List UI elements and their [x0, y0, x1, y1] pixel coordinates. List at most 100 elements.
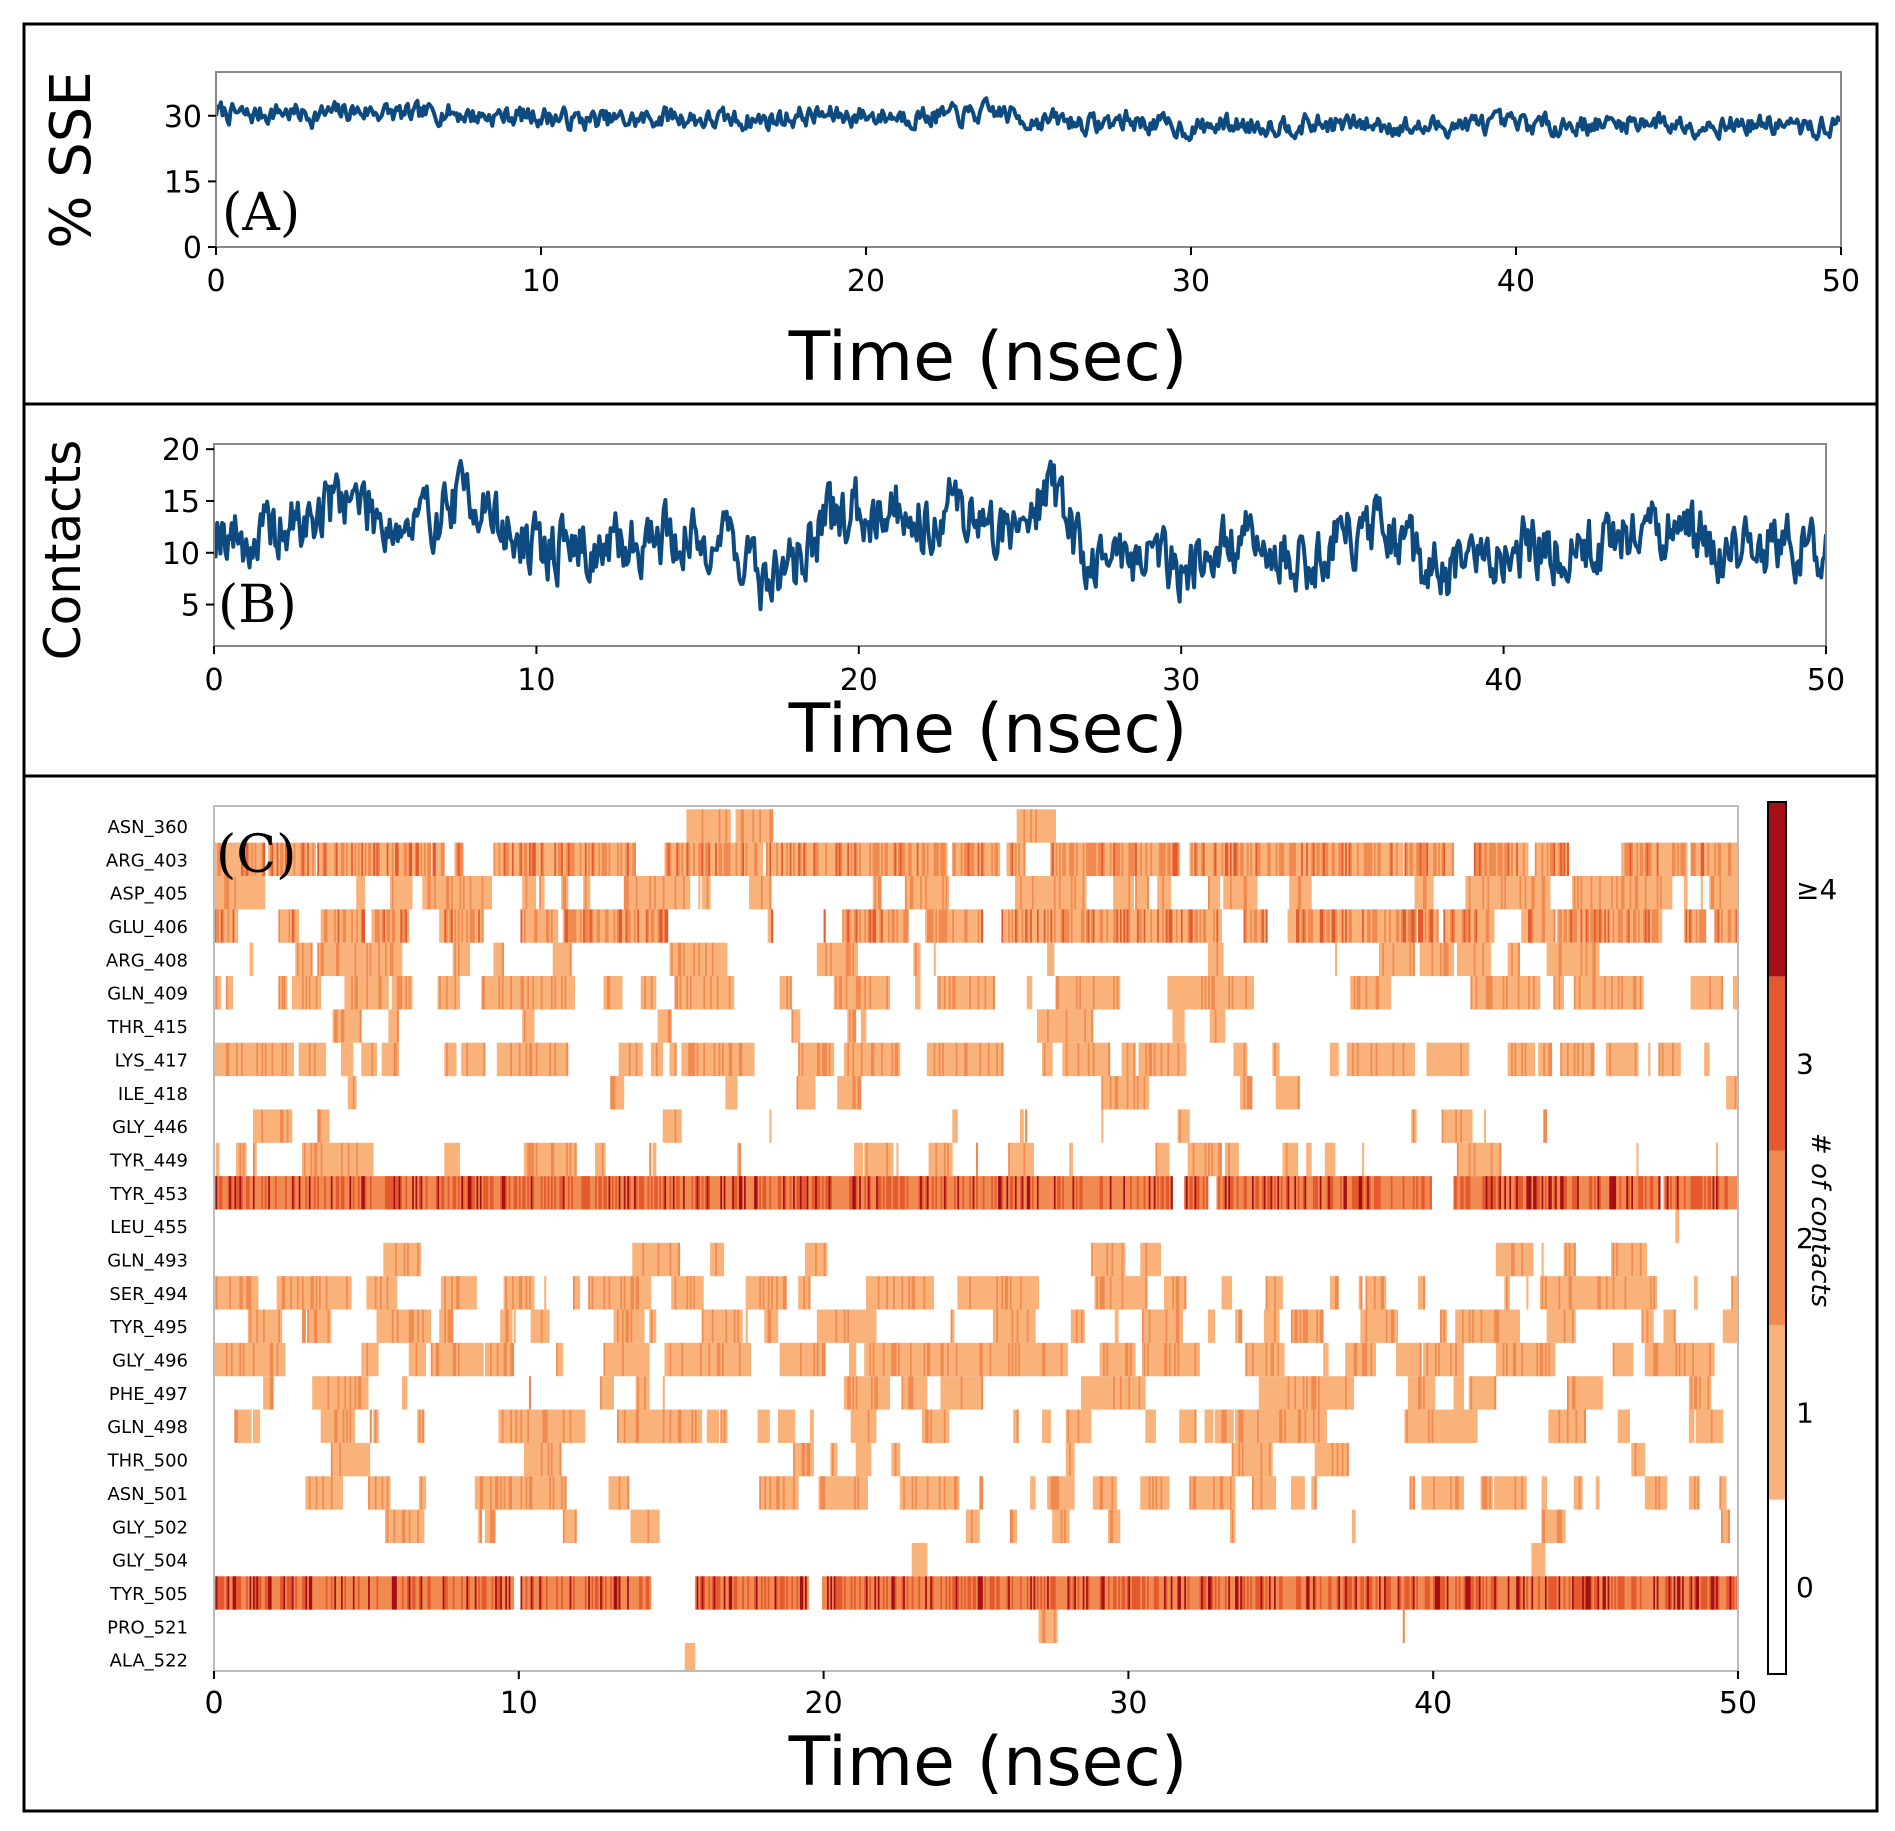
residue-label: PRO_521	[107, 1617, 188, 1638]
colorbar-tick-label: 0	[1796, 1571, 1814, 1604]
panel-b-ylabel: Contacts	[34, 440, 92, 661]
residue-label: PHE_497	[109, 1384, 188, 1405]
heatmap-row	[383, 1242, 1647, 1277]
residue-label: GLY_496	[112, 1351, 188, 1372]
y-tick-label: 20	[162, 433, 200, 468]
heatmap-row	[214, 1342, 1715, 1377]
panel-a-x-ticks: 0 10 20 30 40 50	[206, 247, 1860, 299]
colorbar-segment	[1768, 1325, 1786, 1500]
panel-a-axes	[215, 71, 1842, 248]
panel-b-axes	[213, 443, 1827, 647]
residue-label: ASP_405	[110, 884, 188, 905]
panel-c-label: (C)	[216, 825, 296, 885]
residue-label: LYS_417	[115, 1050, 188, 1071]
residue-label: LEU_455	[110, 1217, 188, 1238]
heatmap-row	[911, 1542, 1546, 1577]
residue-label: GLY_446	[112, 1117, 188, 1138]
panel-a-y-ticks: 0 15 30	[164, 100, 216, 266]
x-tick-label: 20	[805, 1686, 843, 1721]
panel-a-ylabel: % SSE	[39, 71, 104, 249]
y-tick-label: 5	[181, 589, 200, 624]
residue-label: ALA_522	[110, 1651, 188, 1672]
heatmap-row	[214, 909, 1738, 943]
heatmap-row	[1675, 1209, 1680, 1243]
x-tick-label: 10	[517, 663, 555, 698]
residue-label: TYR_449	[109, 1150, 188, 1171]
panel-c-heatmap	[214, 809, 1738, 1671]
colorbar-tick-label: 3	[1796, 1048, 1814, 1081]
panel-b: 0 10 20 30 40 50 5 10 15 20 (B) Time (nsec) Cont…	[34, 433, 1845, 769]
residue-label: GLU_406	[108, 917, 188, 938]
x-tick-label: 0	[204, 1686, 223, 1721]
heatmap-row	[305, 1476, 1727, 1510]
x-tick-label: 50	[1822, 264, 1860, 299]
residue-label: GLN_493	[107, 1251, 188, 1272]
residue-label: GLN_409	[107, 984, 188, 1005]
heatmap-row	[249, 942, 1600, 977]
residue-label: ASN_501	[107, 1484, 188, 1505]
panel-b-y-ticks: 5 10 15 20	[162, 433, 214, 624]
heatmap-row	[214, 1576, 1738, 1610]
colorbar-frame	[1767, 801, 1787, 1675]
x-tick-label: 0	[204, 663, 223, 698]
x-tick-label: 40	[1485, 663, 1523, 698]
residue-label: GLY_504	[112, 1551, 188, 1572]
x-tick-label: 20	[847, 264, 885, 299]
panel-b-x-ticks: 0 10 20 30 40 50	[204, 646, 1845, 698]
x-tick-label: 30	[1162, 663, 1200, 698]
colorbar-tick-label: 1	[1796, 1396, 1814, 1429]
x-tick-label: 30	[1109, 1686, 1147, 1721]
residue-label: TYR_505	[109, 1584, 188, 1605]
residue-label: TYR_453	[109, 1184, 188, 1205]
heatmap-row	[686, 809, 1056, 843]
heatmap-row	[214, 842, 1738, 877]
colorbar-segment	[1768, 1150, 1786, 1326]
y-tick-label: 15	[162, 485, 200, 520]
heatmap-row	[347, 1076, 1738, 1110]
x-tick-label: 20	[840, 663, 878, 698]
x-tick-label: 50	[1719, 1686, 1757, 1721]
panel-c-axes	[213, 805, 1739, 1672]
colorbar-label: # of contacts	[1805, 1133, 1835, 1307]
x-tick-label: 40	[1497, 264, 1535, 299]
heatmap-row	[385, 1509, 1730, 1543]
heatmap-row	[1038, 1609, 1405, 1643]
residue-label: GLY_502	[112, 1517, 188, 1538]
residue-label: THR_415	[107, 1017, 188, 1038]
heatmap-row	[252, 1109, 1548, 1143]
panel-a: 0 10 20 30 40 50 0 15 30 (A) Time (nsec) % SSE	[39, 71, 1860, 397]
heatmap-row	[684, 1642, 696, 1671]
residue-label: ASN_360	[107, 817, 188, 838]
residue-label: TYR_495	[109, 1317, 188, 1338]
colorbar-tick-label: ≥4	[1796, 873, 1837, 906]
panel-a-xlabel: Time (nsec)	[788, 318, 1188, 397]
panel-a-series-line	[216, 96, 1841, 143]
panel-c-frame	[22, 774, 1879, 1813]
colorbar-segment	[1768, 1499, 1786, 1674]
heatmap-row	[247, 1309, 1738, 1343]
colorbar-tick-label: 2	[1796, 1222, 1814, 1255]
heatmap-row	[214, 876, 1738, 910]
panel-c: ASN_360 ARG_403 ASP_405 GLU_406 ARG_408 GLN_4…	[106, 801, 1837, 1802]
residue-label: ILE_418	[118, 1084, 188, 1105]
panel-b-plot	[214, 459, 1826, 612]
y-tick-label: 30	[164, 100, 202, 135]
heatmap-row	[215, 1142, 1719, 1177]
panel-a-plot	[216, 96, 1841, 143]
residue-label: SER_494	[109, 1284, 188, 1305]
x-tick-label: 30	[1172, 264, 1210, 299]
panel-c-x-ticks: 0 10 20 30 40 50	[204, 1671, 1757, 1721]
panel-b-xlabel: Time (nsec)	[788, 690, 1188, 769]
heatmap-row	[263, 1376, 1712, 1410]
x-tick-label: 50	[1807, 663, 1845, 698]
panel-b-label: (B)	[218, 575, 297, 635]
heatmap-row	[330, 1442, 1646, 1477]
panel-b-series-line	[214, 459, 1826, 612]
heatmap-row	[332, 1009, 1226, 1043]
residue-label: ARG_403	[106, 850, 188, 871]
heatmap-row	[214, 1042, 1710, 1077]
panel-c-colorbar: 0 1 2 3 ≥4	[1767, 801, 1837, 1675]
residue-label: ARG_408	[106, 950, 188, 971]
colorbar-segment	[1768, 976, 1786, 1151]
